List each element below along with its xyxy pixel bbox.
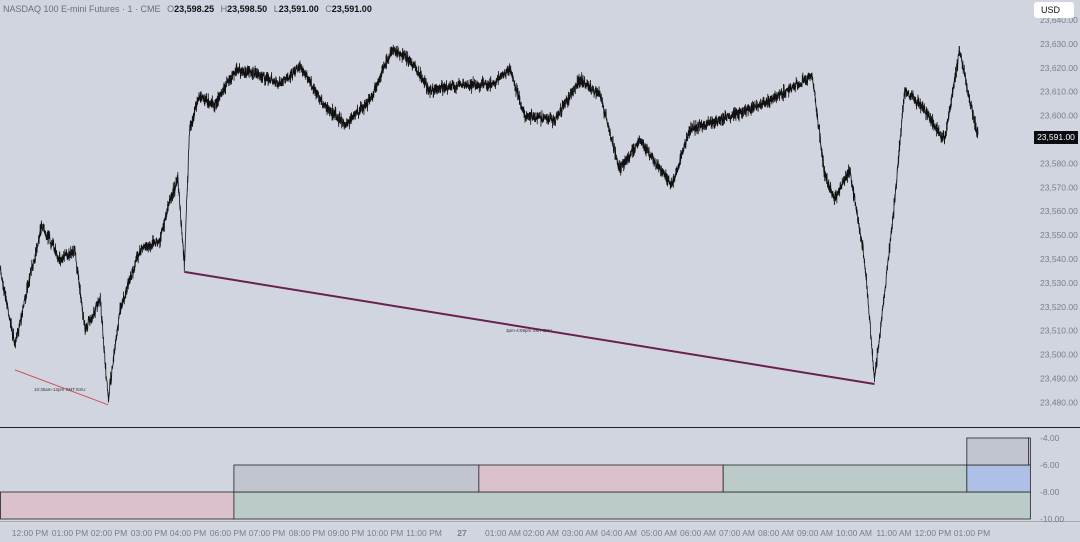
symbol-legend[interactable]: NASDAQ 100 E-mini Futures · 1 · CME O23,…	[3, 4, 372, 14]
price-tick: 23,630.00	[1040, 39, 1078, 49]
close-value: 23,591.00	[331, 4, 372, 14]
time-tick: 11:00 PM	[406, 528, 442, 538]
trend-line-short	[14, 369, 109, 406]
price-tick: 23,490.00	[1040, 374, 1078, 384]
time-tick: 04:00 PM	[170, 528, 206, 538]
price-tick: 23,570.00	[1040, 182, 1078, 192]
price-tick: 23,640.00	[1040, 15, 1078, 25]
time-tick: 12:00 PM	[12, 528, 48, 538]
time-tick: 27	[457, 528, 467, 538]
price-tick: 23,550.00	[1040, 230, 1078, 240]
time-tick: 01:00 PM	[954, 528, 990, 538]
time-tick: 08:00 AM	[758, 528, 794, 538]
time-tick: 10:00 PM	[367, 528, 403, 538]
pane-tick: -4.00	[1040, 433, 1060, 443]
open-label: O	[167, 4, 175, 14]
time-tick: 04:00 AM	[601, 528, 637, 538]
price-tick: 23,520.00	[1040, 302, 1078, 312]
trend-label-long: 3pm-4:59pm SMT ESU	[506, 328, 553, 333]
price-tick: 23,560.00	[1040, 206, 1078, 216]
price-tick: 23,510.00	[1040, 326, 1078, 336]
session-box-gray	[966, 437, 1029, 466]
high-label: H	[220, 4, 228, 14]
trend-label-short: 10:30am-12pm SMT ESU	[34, 387, 86, 392]
pane-tick: -6.00	[1040, 460, 1060, 470]
price-tick: 23,500.00	[1040, 350, 1078, 360]
time-tick: 06:00 AM	[680, 528, 716, 538]
time-tick: 10:00 AM	[836, 528, 872, 538]
time-tick: 12:00 PM	[915, 528, 951, 538]
time-tick: 03:00 AM	[562, 528, 598, 538]
low-value: 23,591.00	[278, 4, 319, 14]
time-tick: 09:00 AM	[797, 528, 833, 538]
symbol-name: NASDAQ 100 E-mini Futures · 1 · CME	[3, 4, 161, 14]
pane-tick: -8.00	[1040, 487, 1060, 497]
high-value: 23,598.50	[227, 4, 268, 14]
time-tick: 11:00 AM	[876, 528, 911, 538]
time-tick: 02:00 AM	[523, 528, 559, 538]
price-tick: 23,610.00	[1040, 87, 1078, 97]
price-tick: 23,480.00	[1040, 397, 1078, 407]
open-value: 23,598.25	[174, 4, 215, 14]
time-tick: 01:00 AM	[485, 528, 521, 538]
session-box-green	[233, 491, 1031, 520]
time-tick: 07:00 AM	[719, 528, 755, 538]
currency-button[interactable]: USD	[1034, 2, 1074, 18]
time-tick: 07:00 PM	[249, 528, 285, 538]
price-tick: 23,530.00	[1040, 278, 1078, 288]
session-box-pink	[0, 491, 235, 520]
time-tick: 01:00 PM	[52, 528, 88, 538]
session-box-green	[722, 464, 968, 493]
price-tick: 23,540.00	[1040, 254, 1078, 264]
close-label: C	[325, 4, 332, 14]
price-series	[0, 44, 979, 403]
time-tick: 02:00 PM	[91, 528, 127, 538]
price-tick: 23,600.00	[1040, 111, 1078, 121]
price-tick: 23,620.00	[1040, 63, 1078, 73]
session-box-pink	[478, 464, 724, 493]
time-tick: 03:00 PM	[131, 528, 167, 538]
time-tick: 08:00 PM	[289, 528, 325, 538]
session-box-gray	[233, 464, 480, 493]
low-label: L	[273, 4, 279, 14]
pane-tick: -10.00	[1040, 514, 1064, 524]
time-tick: 09:00 PM	[328, 528, 364, 538]
price-tick: 23,580.00	[1040, 158, 1078, 168]
time-tick: 06:00 PM	[210, 528, 246, 538]
session-box-pink	[1028, 437, 1031, 466]
time-tick: 05:00 AM	[641, 528, 677, 538]
last-price-label: 23,591.00	[1034, 131, 1078, 144]
trend-line-long	[184, 270, 875, 385]
session-box-blue	[966, 464, 1031, 493]
